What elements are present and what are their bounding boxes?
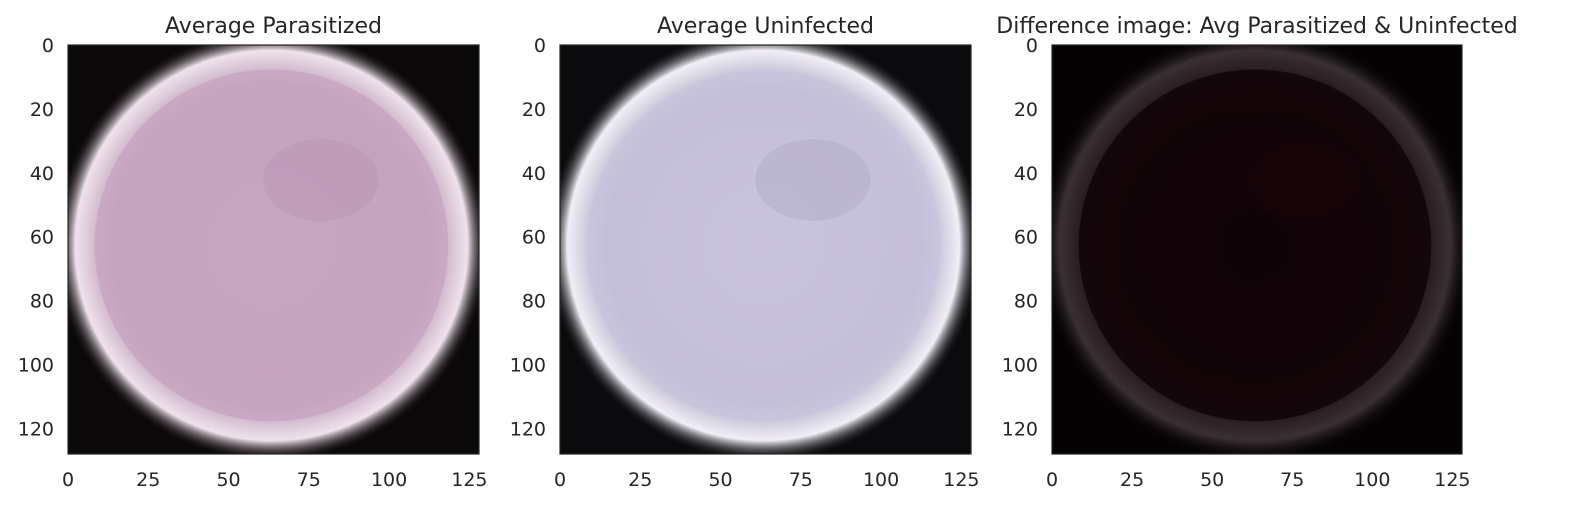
panel-1: Average Parasitized 0 25 50 75 100 125 0 20 40 60 8… <box>18 14 488 491</box>
panel-2: Average Uninfected 0 25 50 75 100 125 0 20 40 60 80… <box>510 14 980 491</box>
y-tick-label: 100 <box>18 355 54 377</box>
image-1 <box>68 45 479 454</box>
y-tick-label: 0 <box>534 35 546 57</box>
y-tick-label: 20 <box>522 99 546 121</box>
y-tick-label: 40 <box>30 163 54 185</box>
x-tick-label: 50 <box>1200 469 1224 491</box>
x-tick-label: 100 <box>863 469 899 491</box>
y-tick-label: 120 <box>18 418 54 440</box>
y-tick-label: 0 <box>1026 35 1038 57</box>
y-tick-label: 100 <box>510 355 546 377</box>
axes-frame <box>1051 44 1463 455</box>
y-tick-label: 100 <box>1002 355 1038 377</box>
panel-title: Average Parasitized <box>165 14 382 39</box>
x-tick-label: 0 <box>62 469 74 491</box>
x-tick-label: 0 <box>554 469 566 491</box>
x-tick-label: 25 <box>136 469 160 491</box>
y-tick-label: 40 <box>1014 163 1038 185</box>
x-tick-label: 75 <box>789 469 813 491</box>
panel-title: Average Uninfected <box>657 14 874 39</box>
axes-frame <box>67 44 480 455</box>
x-tick-label: 25 <box>628 469 652 491</box>
y-tick-label: 60 <box>1014 227 1038 249</box>
y-tick-label: 60 <box>522 227 546 249</box>
image-3 <box>1052 45 1462 454</box>
x-tick-label: 50 <box>216 469 240 491</box>
panel-title: Difference image: Avg Parasitized & Unin… <box>996 14 1517 39</box>
panel-3: Difference image: Avg Parasitized & Unin… <box>996 14 1517 491</box>
y-tick-label: 20 <box>30 99 54 121</box>
y-tick-label: 120 <box>510 418 546 440</box>
x-tick-label: 125 <box>943 469 979 491</box>
y-tick-label: 40 <box>522 163 546 185</box>
y-tick-label: 80 <box>30 291 54 313</box>
x-tick-label: 100 <box>1354 469 1390 491</box>
image-2 <box>560 45 971 454</box>
y-tick-label: 80 <box>1014 291 1038 313</box>
x-tick-label: 75 <box>297 469 321 491</box>
x-tick-label: 0 <box>1046 469 1058 491</box>
y-tick-label: 120 <box>1002 418 1038 440</box>
axes-frame <box>559 44 972 455</box>
x-tick-label: 125 <box>1434 469 1470 491</box>
x-tick-label: 25 <box>1120 469 1144 491</box>
x-tick-label: 125 <box>451 469 487 491</box>
x-tick-label: 50 <box>708 469 732 491</box>
y-tick-label: 60 <box>30 227 54 249</box>
y-tick-label: 80 <box>522 291 546 313</box>
y-tick-label: 20 <box>1014 99 1038 121</box>
x-tick-label: 100 <box>371 469 407 491</box>
y-tick-label: 0 <box>42 35 54 57</box>
x-tick-label: 75 <box>1280 469 1304 491</box>
